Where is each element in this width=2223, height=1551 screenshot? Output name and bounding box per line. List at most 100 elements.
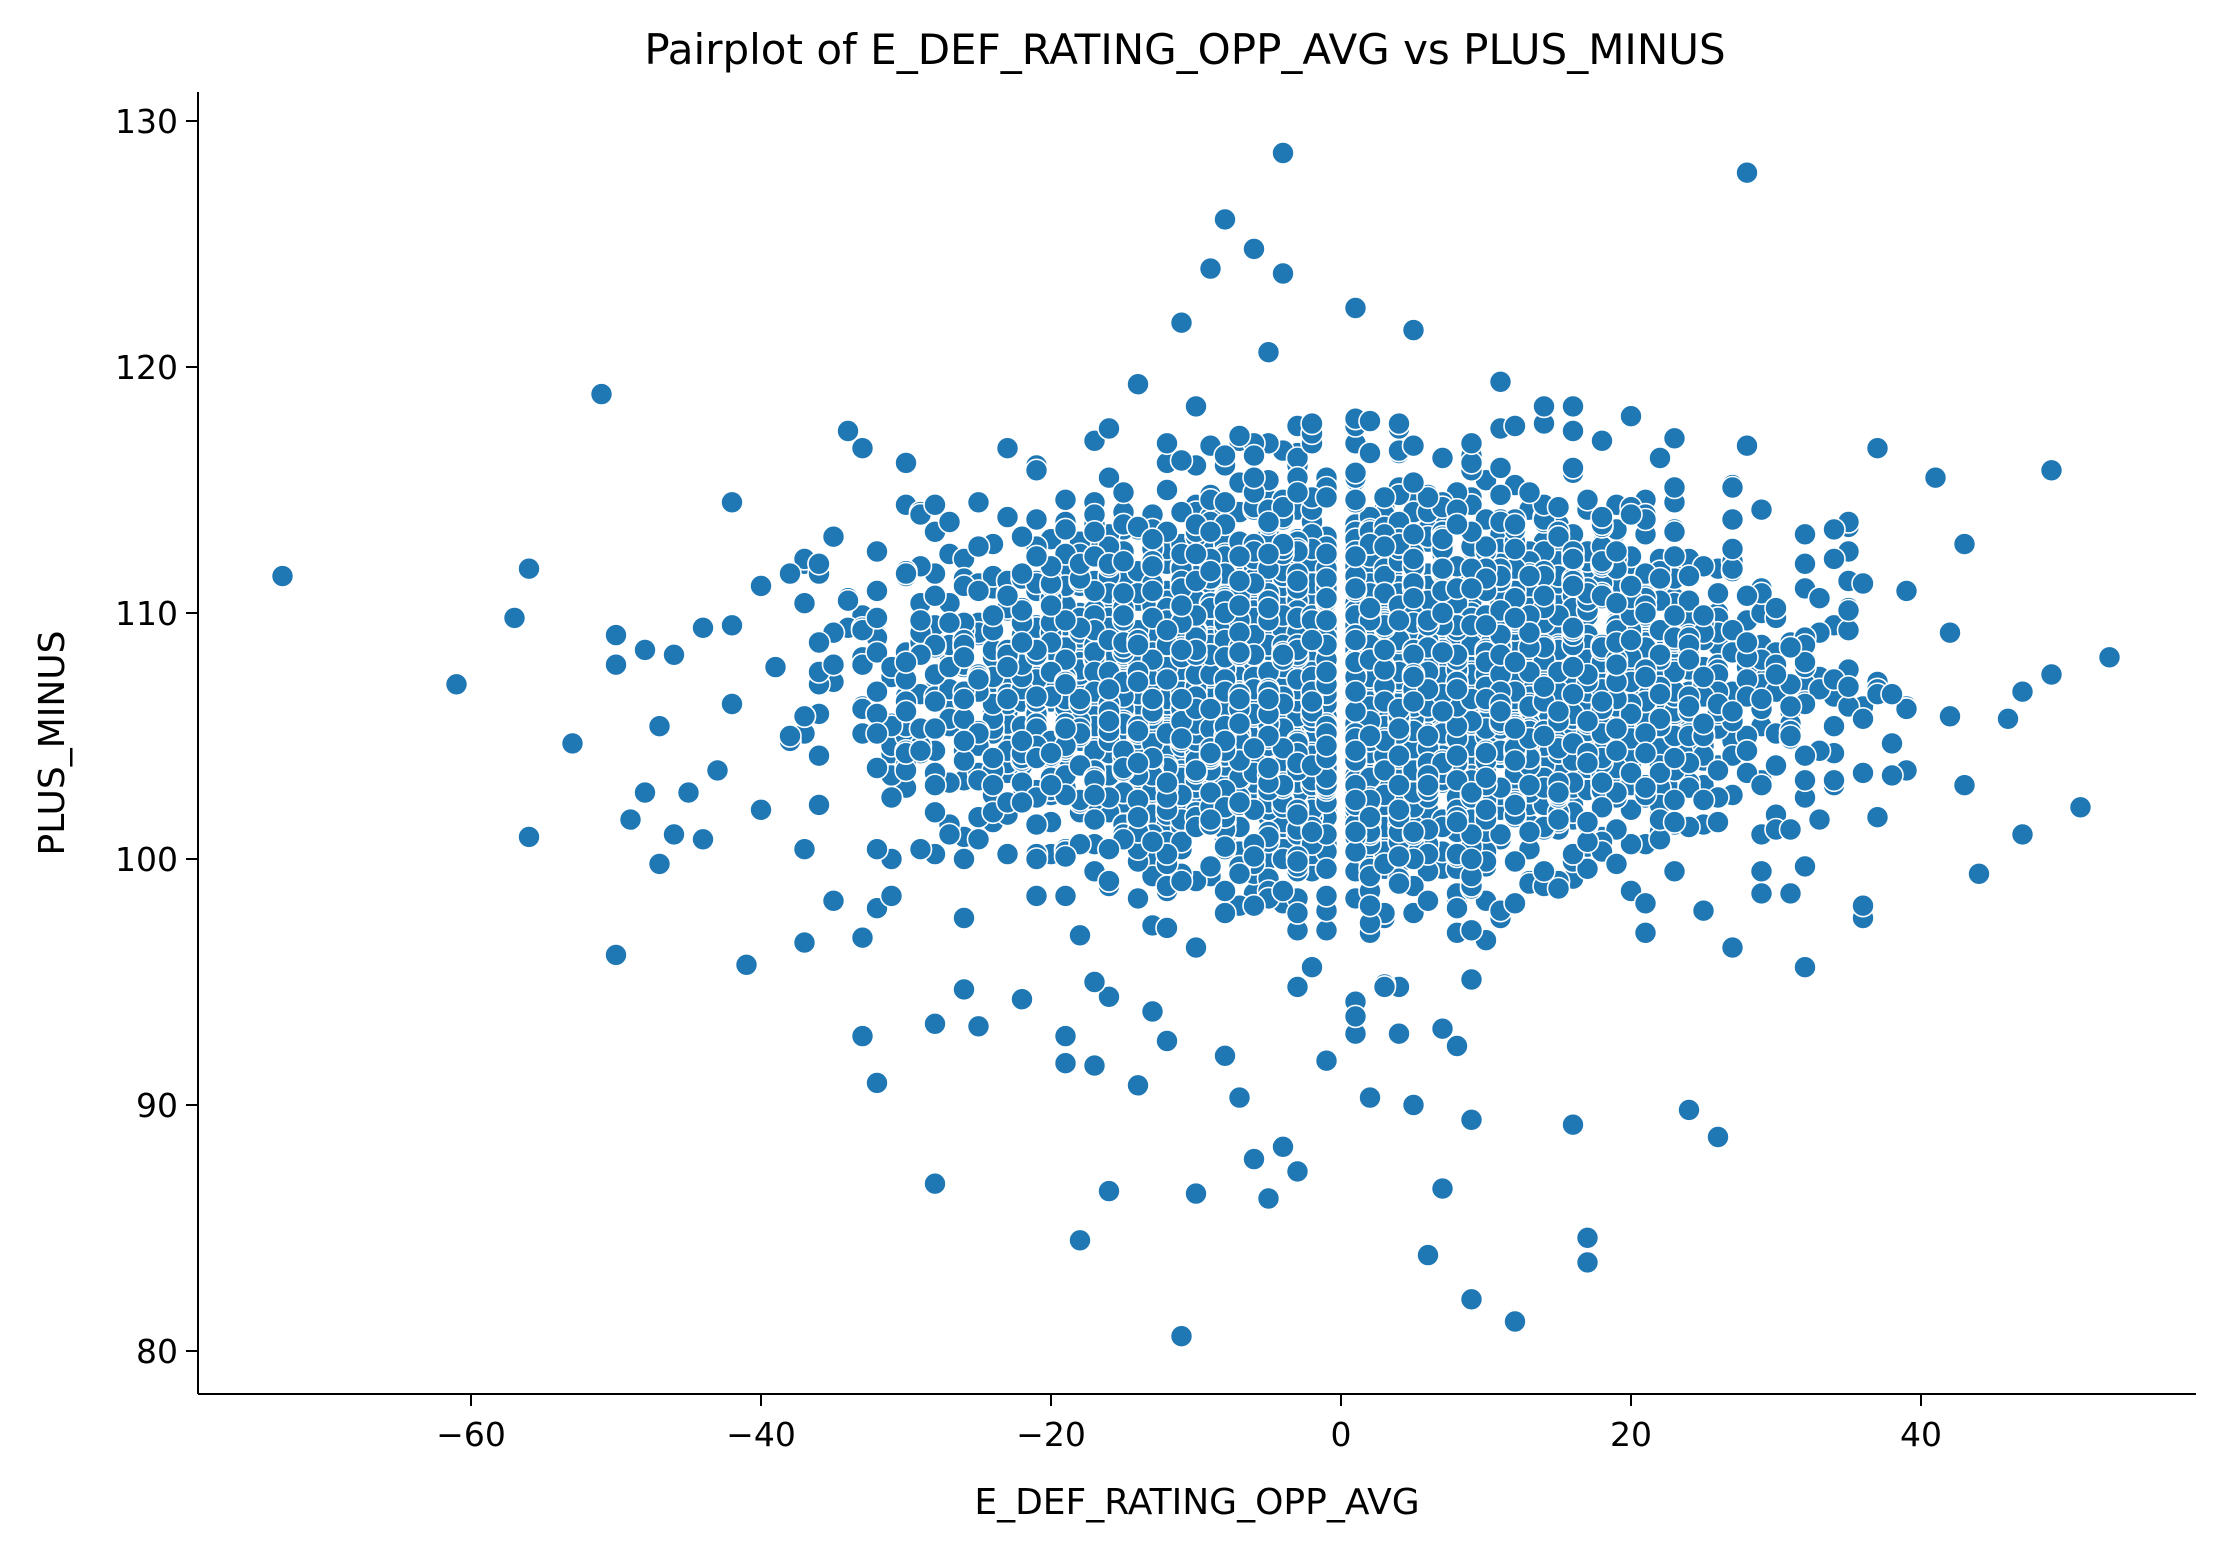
data-point: [1401, 318, 1426, 342]
data-point: [1561, 655, 1585, 679]
data-point: [1387, 844, 1411, 869]
data-point: [1575, 709, 1600, 734]
x-tick-label: 0: [1331, 1415, 1352, 1454]
data-point: [1662, 426, 1687, 451]
data-point: [1198, 854, 1223, 879]
data-point: [865, 1071, 889, 1095]
data-point: [1198, 697, 1223, 721]
data-point: [1720, 537, 1745, 561]
data-point: [1126, 1073, 1150, 1098]
data-point: [1662, 519, 1687, 544]
data-point: [1691, 898, 1716, 923]
data-point: [1648, 761, 1672, 785]
data-point: [1053, 884, 1078, 908]
data-point: [1648, 446, 1672, 470]
data-point: [1996, 706, 2020, 731]
data-point: [1793, 551, 1817, 576]
data-point: [1561, 456, 1585, 480]
data-point: [1271, 261, 1295, 286]
data-point: [1517, 564, 1542, 588]
data-point: [1749, 881, 1774, 906]
data-point: [923, 716, 947, 741]
data-point: [1793, 522, 1817, 547]
data-point: [1285, 569, 1310, 593]
data-point: [1430, 556, 1455, 581]
data-point: [1894, 579, 1919, 603]
data-point: [2039, 458, 2064, 483]
points-layer: [270, 141, 2122, 1348]
data-point: [1445, 1034, 1469, 1058]
data-point: [1314, 485, 1339, 510]
data-point: [1343, 460, 1368, 485]
data-point: [1532, 724, 1556, 748]
data-point: [1343, 1004, 1368, 1029]
data-point: [1082, 970, 1107, 994]
data-point: [966, 579, 991, 603]
data-point: [1575, 856, 1600, 881]
data-point: [1184, 935, 1208, 960]
data-point: [1561, 574, 1585, 598]
data-point: [1590, 689, 1614, 714]
data-point: [1677, 588, 1701, 613]
data-point: [705, 758, 730, 783]
data-point: [1314, 542, 1339, 566]
data-point: [444, 672, 469, 697]
data-point: [2097, 645, 2122, 670]
data-point: [995, 655, 1020, 679]
data-point: [1198, 807, 1223, 832]
data-point: [560, 731, 585, 756]
data-point: [1706, 581, 1730, 606]
data-point: [1445, 810, 1469, 834]
data-point: [923, 1171, 947, 1196]
data-point: [1401, 586, 1426, 611]
data-point: [1169, 687, 1194, 711]
data-point: [1836, 598, 1861, 623]
data-point: [1111, 603, 1136, 628]
data-point: [1155, 431, 1179, 456]
data-point: [749, 797, 773, 822]
data-point: [923, 773, 947, 798]
data-point: [1343, 576, 1368, 601]
data-point: [865, 679, 889, 704]
data-point: [1169, 1324, 1194, 1348]
data-point: [1677, 1098, 1701, 1122]
data-point: [1474, 741, 1498, 766]
data-point: [1662, 603, 1687, 628]
data-point: [1488, 822, 1513, 847]
data-point: [1633, 601, 1658, 625]
data-point: [1285, 802, 1310, 827]
data-point: [1648, 706, 1672, 731]
data-point: [1633, 721, 1658, 746]
data-point: [952, 847, 976, 871]
data-point: [1372, 758, 1397, 783]
data-point: [1503, 512, 1527, 537]
data-point: [1778, 635, 1803, 660]
data-point: [1459, 576, 1484, 601]
data-point: [1227, 593, 1252, 618]
data-point: [1836, 674, 1861, 699]
data-point: [1053, 608, 1078, 633]
data-point: [807, 551, 831, 576]
data-point: [1822, 517, 1846, 542]
data-point: [937, 610, 962, 635]
data-point: [1358, 409, 1382, 433]
data-point: [1300, 628, 1324, 652]
data-point: [1024, 544, 1049, 569]
data-point: [1546, 699, 1571, 724]
data-point: [662, 642, 686, 667]
data-point: [1851, 893, 1875, 918]
x-tick-label: −20: [1016, 1415, 1086, 1454]
data-point: [1111, 581, 1136, 606]
data-point: [1010, 729, 1034, 753]
data-point: [778, 561, 802, 586]
data-point: [981, 603, 1005, 628]
data-point: [1648, 566, 1672, 591]
data-point: [1735, 583, 1759, 608]
data-point: [1314, 566, 1339, 591]
data-point: [1140, 829, 1165, 854]
data-point: [517, 556, 541, 581]
data-point: [1256, 542, 1281, 566]
data-point: [1561, 1112, 1585, 1137]
data-point: [952, 687, 976, 711]
data-point: [1778, 881, 1803, 906]
